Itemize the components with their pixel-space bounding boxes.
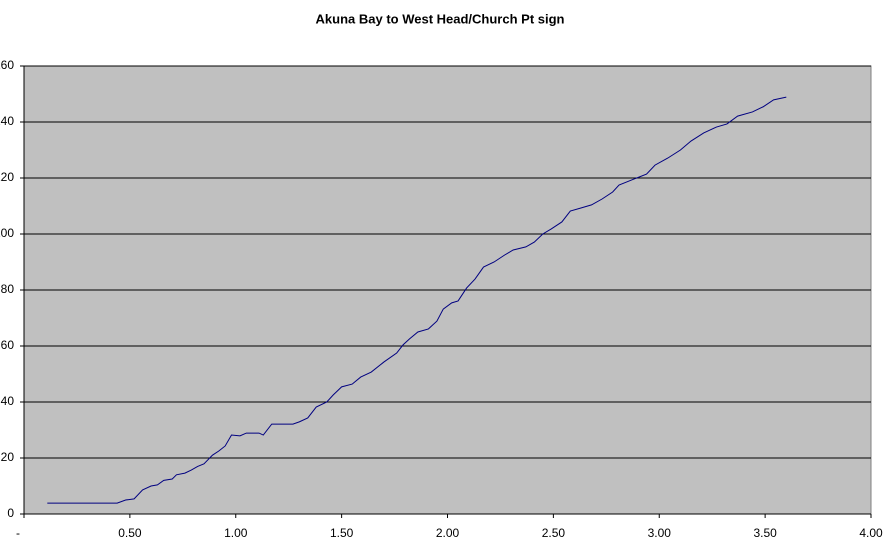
y-tick-label: 100 xyxy=(0,226,14,240)
x-tick-label: 3.50 xyxy=(753,526,777,540)
x-tick-label: 4.00 xyxy=(859,526,883,540)
x-tick-label: - xyxy=(16,526,20,540)
y-tick-label: 80 xyxy=(1,282,15,296)
y-tick-label: 20 xyxy=(1,450,15,464)
y-tick-label: 60 xyxy=(1,338,15,352)
x-tick-label: 1.00 xyxy=(224,526,248,540)
x-tick-label: 2.50 xyxy=(542,526,566,540)
y-tick-label: 160 xyxy=(0,58,14,72)
y-tick-label: 140 xyxy=(0,114,14,128)
y-tick-label: 40 xyxy=(1,394,15,408)
x-tick-label: 1.50 xyxy=(330,526,354,540)
x-tick-label: 3.00 xyxy=(648,526,672,540)
x-tick-label: 0.50 xyxy=(118,526,142,540)
data-line xyxy=(47,96,787,504)
chart-title: Akuna Bay to West Head/Church Pt sign xyxy=(316,11,565,26)
y-tick-label: 0 xyxy=(7,506,14,520)
y-tick-label: 120 xyxy=(0,170,14,184)
x-tick-label: 2.00 xyxy=(436,526,460,540)
